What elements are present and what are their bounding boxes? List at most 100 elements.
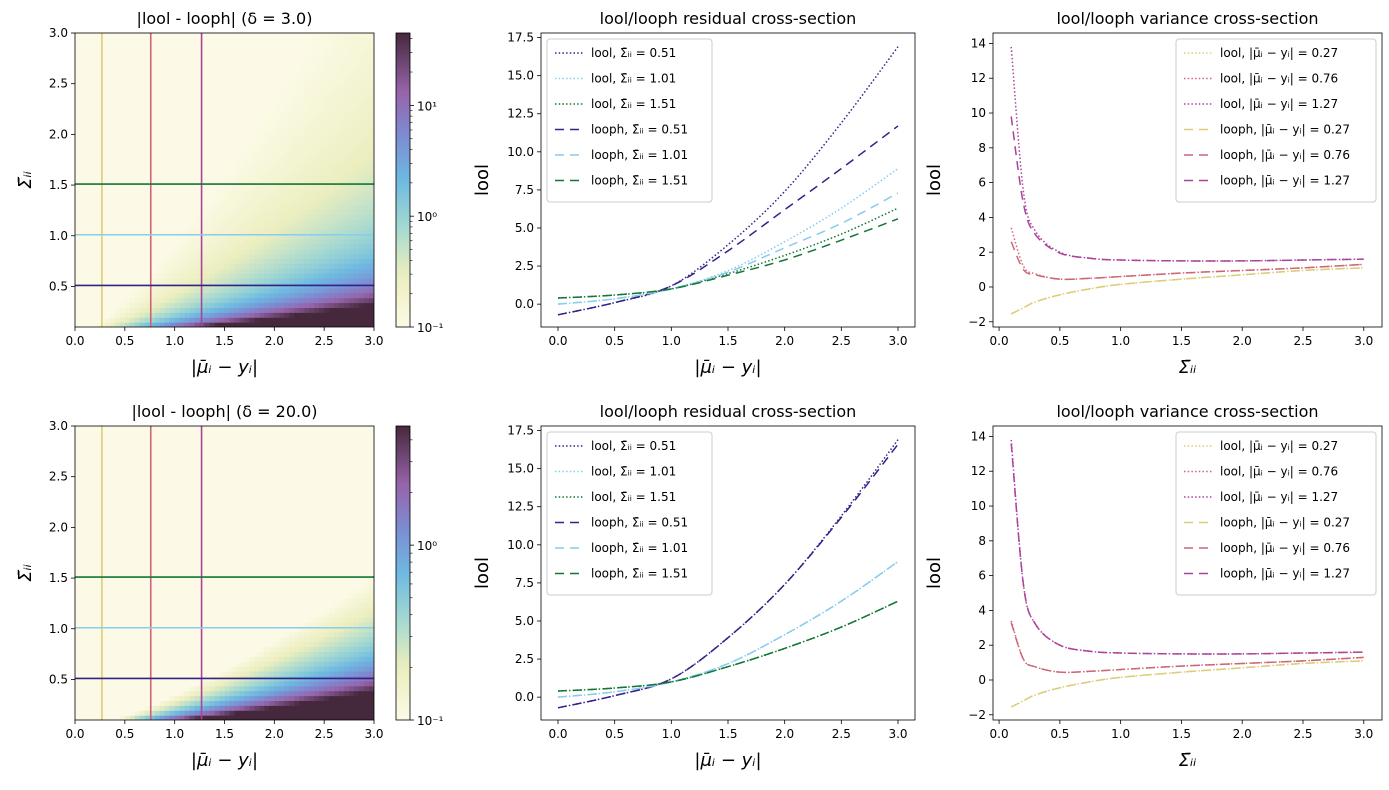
heatmap-cell	[239, 145, 246, 152]
heatmap-cell	[139, 524, 146, 530]
heatmap-cell	[164, 636, 171, 643]
heatmap-cell	[354, 263, 360, 269]
heatmap-cell	[154, 101, 161, 108]
heatmap-cell	[304, 287, 310, 294]
heatmap-cell	[109, 150, 116, 157]
heatmap-cell	[364, 312, 370, 318]
heatmap-cell	[144, 278, 151, 284]
heatmap-cell	[129, 297, 136, 304]
heatmap-cell	[164, 42, 171, 49]
heatmap-cell	[104, 278, 111, 284]
heatmap-cell	[284, 72, 290, 78]
heatmap-cell	[149, 533, 156, 540]
heatmap-cell	[124, 617, 131, 623]
heatmap-cell	[104, 514, 111, 520]
heatmap-cell	[174, 175, 181, 181]
heatmap-cell	[149, 636, 156, 643]
heatmap-cell	[204, 155, 211, 161]
heatmap-cell	[174, 224, 181, 230]
heatmap-cell	[274, 47, 280, 54]
heatmap-cell	[89, 204, 96, 210]
heatmap-cell	[259, 229, 265, 235]
heatmap-cell	[114, 587, 121, 594]
heatmap-cell	[269, 155, 275, 161]
heatmap-cell	[114, 126, 121, 132]
heatmap-cell	[249, 165, 255, 171]
x-tick-label: 0.5	[605, 334, 624, 348]
heatmap-cell	[214, 135, 221, 142]
heatmap-cell	[114, 661, 121, 667]
series-line	[1010, 116, 1364, 262]
x-tick-label: 2.0	[775, 334, 794, 348]
heatmap-cell	[364, 229, 370, 235]
heatmap-cell	[164, 548, 171, 554]
heatmap-cell	[264, 312, 270, 318]
heatmap-cell	[239, 111, 246, 117]
heatmap-cell	[279, 37, 285, 44]
heatmap-cell	[239, 199, 246, 206]
heatmap-cell	[329, 42, 335, 49]
heatmap-cell	[324, 33, 330, 39]
heatmap-cell	[359, 165, 365, 171]
heatmap-cell	[249, 140, 255, 147]
heatmap-cell	[134, 312, 141, 318]
heatmap-cell	[269, 189, 275, 196]
heatmap-cell	[119, 592, 126, 599]
heatmap-cell	[139, 268, 146, 274]
heatmap-cell	[129, 160, 136, 166]
heatmap-cell	[244, 204, 251, 210]
heatmap-cell	[94, 302, 101, 308]
heatmap-cell	[284, 155, 290, 161]
heatmap-cell	[84, 135, 91, 142]
heatmap-cell	[169, 180, 176, 186]
heatmap-cell	[329, 160, 335, 166]
heatmap-cell	[79, 568, 86, 574]
heatmap-cell	[169, 150, 176, 157]
heatmap-cell	[279, 243, 285, 250]
heatmap-cell	[354, 189, 360, 196]
heatmap-cell	[364, 82, 370, 88]
heatmap-cell	[224, 86, 231, 93]
heatmap-cell	[224, 57, 231, 63]
heatmap-cell	[124, 592, 131, 599]
heatmap-cell	[84, 47, 91, 54]
heatmap-cell	[314, 62, 320, 68]
heatmap-cell	[334, 199, 340, 206]
heatmap-cell	[214, 322, 221, 327]
heatmap-cell	[254, 312, 260, 318]
heatmap-cell	[254, 224, 260, 230]
heatmap-cell	[94, 524, 101, 530]
heatmap-cell	[94, 150, 101, 157]
heatmap-cell	[154, 145, 161, 152]
heatmap-cell	[119, 302, 126, 308]
heatmap-cell	[369, 170, 374, 176]
heatmap-cell	[89, 661, 96, 667]
heatmap-cell	[119, 57, 126, 63]
heatmap-cell	[144, 199, 151, 206]
heatmap-cell	[349, 47, 355, 54]
heatmap-cell	[159, 160, 166, 166]
heatmap-cell	[75, 47, 81, 54]
heatmap-cell	[189, 292, 196, 299]
heatmap-cell	[164, 499, 171, 505]
heatmap-cell	[264, 219, 270, 225]
heatmap-cell	[124, 450, 131, 456]
heatmap-cell	[184, 106, 191, 112]
heatmap-cell	[89, 91, 96, 98]
heatmap-cell	[119, 626, 126, 633]
heatmap-cell	[179, 278, 186, 284]
heatmap-cell	[209, 322, 216, 327]
heatmap-cell	[319, 126, 325, 132]
heatmap-cell	[109, 47, 116, 54]
heatmap-cell	[79, 685, 86, 692]
heatmap-cell	[334, 150, 340, 157]
series-group	[1010, 46, 1364, 315]
heatmap-cell	[194, 91, 201, 98]
heatmap-cell	[189, 140, 196, 147]
heatmap-cell	[329, 175, 335, 181]
heatmap-cell	[289, 248, 295, 255]
heatmap-cell	[94, 587, 101, 594]
heatmap-cell	[75, 577, 81, 584]
heatmap-cell	[109, 253, 116, 259]
heatmap-cell	[189, 307, 196, 313]
